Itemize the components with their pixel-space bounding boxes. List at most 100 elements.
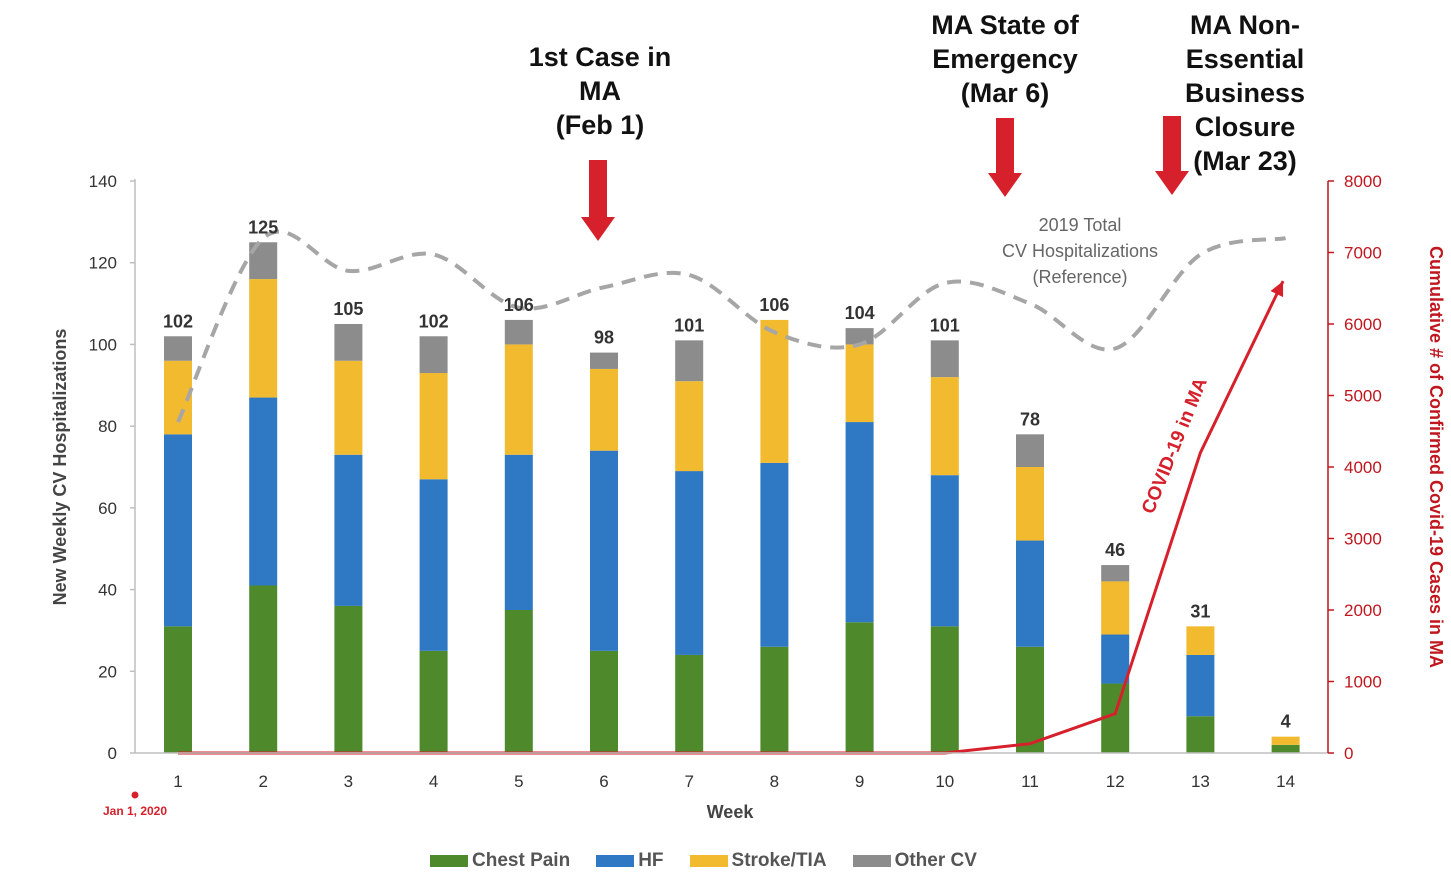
annotation-state-emergency: MA State of Emergency (Mar 6) <box>900 8 1110 110</box>
x-tick-label-14: 14 <box>1276 772 1295 791</box>
bar-other-cv-week-9 <box>845 328 874 345</box>
bar-stroke-tia-week-11 <box>1016 467 1044 541</box>
bar-chest-pain-week-2 <box>249 585 278 753</box>
total-label-week-7: 101 <box>674 315 704 335</box>
reference-line-2019 <box>176 229 1286 423</box>
annotation-business-closure-line-2: Essential <box>1185 44 1305 74</box>
total-label-week-2: 125 <box>248 217 278 237</box>
y2-tick-label-8000: 8000 <box>1344 172 1382 191</box>
bar-chest-pain-week-14 <box>1271 744 1300 753</box>
legend-item-stroke: Stroke/TIA <box>689 850 827 872</box>
bar-stroke-tia-week-12 <box>1101 581 1130 635</box>
bar-hf-week-5 <box>504 454 533 610</box>
annotation-first-case: 1st Case in MA (Feb 1) <box>490 40 710 142</box>
bar-other-cv-week-4 <box>419 336 448 374</box>
reference-label-line-1: 2019 Total <box>1039 215 1122 235</box>
legend-label-stroke: Stroke/TIA <box>731 850 827 871</box>
annotation-first-case-line-1: 1st Case in <box>490 40 710 74</box>
y-tick-label-40: 40 <box>98 581 117 600</box>
bar-stroke-tia-week-10 <box>930 377 959 476</box>
x-tick-label-6: 6 <box>599 772 608 791</box>
bar-chest-pain-week-7 <box>675 654 704 753</box>
x-tick-label-11: 11 <box>1021 772 1039 791</box>
x-tick-label-2: 2 <box>258 772 267 791</box>
total-label-week-14: 4 <box>1281 712 1291 732</box>
annotation-state-emergency-line-3: (Mar 6) <box>960 78 1050 108</box>
bar-hf-week-12 <box>1101 634 1130 684</box>
legend: Chest Pain HF Stroke/TIA Other CV <box>430 850 977 872</box>
total-label-week-6: 98 <box>594 328 614 348</box>
legend-label-hf: HF <box>638 850 664 871</box>
x-tick-label-13: 13 <box>1191 772 1210 791</box>
y2-tick-label-2000: 2000 <box>1344 601 1382 620</box>
y-tick-label-100: 100 <box>89 335 117 354</box>
bar-other-cv-week-7 <box>675 340 704 382</box>
annotation-business-closure-line-5: (Mar 23) <box>1193 146 1297 176</box>
bars-layer <box>164 242 1300 753</box>
bar-stroke-tia-week-5 <box>504 344 533 455</box>
bar-other-cv-week-3 <box>334 324 363 361</box>
bar-chest-pain-week-6 <box>590 650 618 753</box>
bar-chest-pain-week-8 <box>760 646 789 753</box>
bar-hf-week-8 <box>760 462 789 647</box>
bar-hf-week-10 <box>930 475 959 627</box>
bar-chest-pain-week-1 <box>164 626 192 753</box>
y-tick-label-140: 140 <box>89 172 117 191</box>
x-tick-label-7: 7 <box>684 772 693 791</box>
legend-swatch-hf <box>596 855 635 867</box>
y2-tick-label-3000: 3000 <box>1344 530 1382 549</box>
legend-item-chest-pain: Chest Pain <box>430 850 570 872</box>
bar-other-cv-week-11 <box>1016 434 1044 467</box>
bar-stroke-tia-week-2 <box>249 279 278 398</box>
legend-label-chest-pain: Chest Pain <box>472 850 571 871</box>
x-tick-label-1: 1 <box>173 772 182 791</box>
total-label-week-9: 104 <box>845 303 875 323</box>
x-tick-label-12: 12 <box>1106 772 1125 791</box>
y-tick-label-120: 120 <box>89 254 117 273</box>
bar-hf-week-7 <box>675 471 704 655</box>
total-label-week-11: 78 <box>1020 409 1040 429</box>
bar-hf-week-6 <box>590 450 618 651</box>
bar-chest-pain-week-3 <box>334 605 363 753</box>
bar-hf-week-11 <box>1016 540 1044 647</box>
bar-chest-pain-week-4 <box>419 650 448 753</box>
annotation-business-closure-line-4: Closure <box>1194 112 1296 142</box>
axes-layer <box>130 179 1334 754</box>
total-label-week-10: 101 <box>930 315 960 335</box>
y2-tick-label-6000: 6000 <box>1344 315 1382 334</box>
bar-other-cv-week-12 <box>1101 565 1130 582</box>
covid-line-arrowhead <box>1270 281 1284 298</box>
annotation-first-case-line-2: MA <box>579 76 621 106</box>
total-label-week-13: 31 <box>1190 601 1210 621</box>
annotation-state-emergency-line-1: MA State of <box>931 10 1079 40</box>
bar-chest-pain-week-13 <box>1186 716 1215 753</box>
y2-tick-label-5000: 5000 <box>1344 387 1382 406</box>
y-tick-label-20: 20 <box>98 662 117 681</box>
bar-chest-pain-week-10 <box>930 626 959 753</box>
y2-axis-title: Cumulative # of Confirmed Covid-19 Cases… <box>1426 246 1446 668</box>
bar-other-cv-week-5 <box>504 319 533 345</box>
legend-swatch-other-cv <box>852 855 891 867</box>
y2-tick-label-1000: 1000 <box>1344 673 1382 692</box>
bar-hf-week-2 <box>249 397 278 586</box>
annotation-first-case-line-3: (Feb 1) <box>555 110 645 140</box>
bar-hf-week-3 <box>334 454 363 606</box>
origin-marker <box>131 791 139 799</box>
y2-tick-label-7000: 7000 <box>1344 244 1382 263</box>
total-label-week-5: 106 <box>504 295 534 315</box>
reference-label-line-2: CV Hospitalizations <box>1002 241 1158 261</box>
legend-item-other-cv: Other CV <box>852 850 977 872</box>
x-tick-label-3: 3 <box>344 772 353 791</box>
bar-other-cv-week-10 <box>930 340 959 378</box>
y-tick-label-0: 0 <box>108 744 117 763</box>
reference-line-layer <box>176 229 1286 423</box>
annotation-state-emergency-line-2: Emergency <box>932 44 1078 74</box>
annotation-business-closure-line-1: MA Non- <box>1190 10 1300 40</box>
bar-stroke-tia-week-4 <box>419 373 448 480</box>
bar-stroke-tia-week-3 <box>334 360 363 455</box>
x-axis-title: Week <box>707 802 755 822</box>
y-tick-label-80: 80 <box>98 417 117 436</box>
bar-hf-week-13 <box>1186 654 1215 717</box>
legend-label-other-cv: Other CV <box>894 850 977 871</box>
